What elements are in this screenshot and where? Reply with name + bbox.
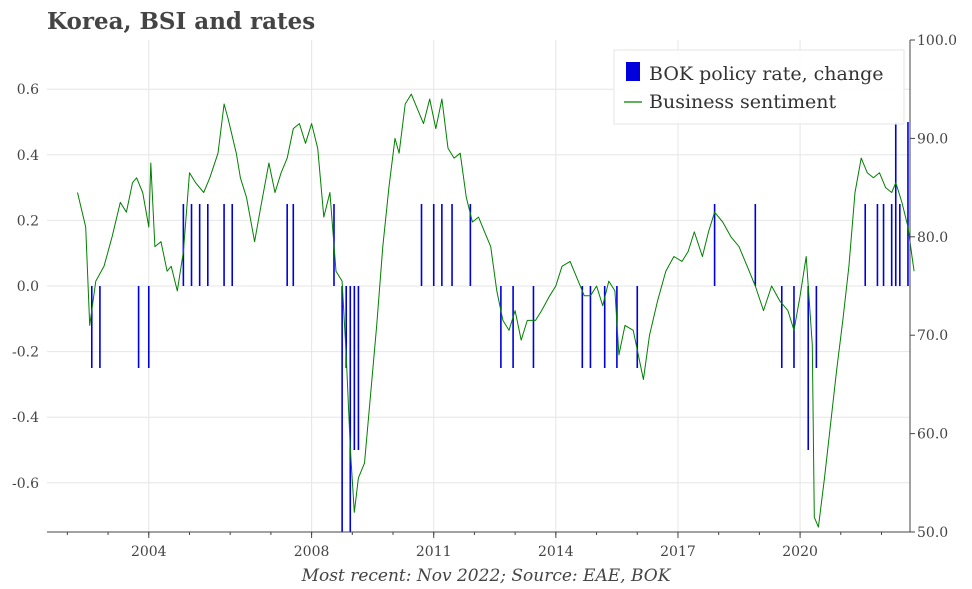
x-tick-label: 2008	[294, 544, 330, 560]
rate-change-bar	[589, 286, 592, 368]
y-left-tick-label: -0.4	[12, 410, 39, 426]
rate-change-bar	[90, 286, 93, 368]
rate-change-bar	[894, 122, 897, 286]
rate-change-bar	[793, 286, 795, 368]
y-right-tick-label: 100.0	[917, 33, 957, 49]
x-tick-label: 2014	[538, 544, 574, 560]
rate-change-bar	[754, 204, 757, 286]
legend: BOK policy rate, change Business sentime…	[613, 49, 905, 125]
y-left-tick-label: 0.6	[17, 82, 39, 98]
rate-change-bar	[469, 204, 472, 286]
rate-change-bar	[432, 204, 435, 286]
sentiment-line-group	[77, 93, 915, 528]
rate-change-bar	[345, 286, 348, 368]
rate-change-bar	[341, 286, 343, 532]
y-right-tick-label: 50.0	[917, 525, 948, 541]
rate-change-bar	[441, 204, 443, 286]
rate-change-bar	[899, 204, 901, 286]
rate-change-bar	[713, 204, 716, 286]
y-left-tick-label: -0.6	[12, 476, 39, 492]
rate-change-bar	[349, 286, 352, 532]
rate-change-bar	[286, 204, 288, 286]
x-tick-label: 2004	[131, 544, 167, 560]
legend-label-sentiment: Business sentiment	[649, 91, 836, 113]
rate-change-bar	[581, 286, 584, 368]
rate-change-bars	[90, 122, 909, 532]
rate-change-bar	[137, 286, 140, 368]
rate-change-bar	[864, 204, 867, 286]
rate-change-bar	[231, 204, 234, 286]
legend-label-rate: BOK policy rate, change	[649, 63, 884, 85]
rate-change-bar	[451, 204, 453, 286]
rate-change-bar	[190, 204, 193, 286]
rate-change-bar	[815, 286, 818, 368]
rate-change-bar	[292, 204, 295, 286]
rate-change-bar	[500, 286, 502, 368]
rate-change-bar	[780, 286, 783, 368]
rate-change-bar	[603, 286, 606, 368]
rate-change-bar	[636, 286, 639, 368]
y-right-tick-label: 80.0	[917, 230, 948, 246]
rate-change-bar	[907, 122, 909, 286]
rate-change-bar	[357, 286, 360, 450]
rate-change-bar	[420, 204, 423, 286]
y-left-tick-label: 0.2	[17, 213, 39, 229]
y-right-tick-label: 70.0	[917, 328, 948, 344]
source-note: Most recent: Nov 2022; Source: EAE, BOK	[301, 566, 671, 586]
x-tick-label: 2011	[416, 544, 452, 560]
axes: 0.6 0.4 0.2 0.0 -0.2 -0.4 -0.6 2004 2008 2011 2014…	[12, 33, 957, 560]
y-right-tick-label: 90.0	[917, 131, 948, 147]
rate-change-bar	[99, 286, 101, 368]
rate-change-bar	[353, 286, 356, 450]
legend-bar-swatch	[626, 62, 640, 81]
rate-change-bar	[512, 286, 514, 368]
y-left-tick-label: 0.4	[17, 148, 39, 164]
rate-change-bar	[206, 204, 209, 286]
rate-change-bar	[182, 204, 185, 286]
chart-title: Korea, BSI and rates	[47, 8, 316, 35]
rate-change-bar	[876, 204, 879, 286]
y-left-tick-label: 0.0	[17, 279, 39, 295]
rate-change-bar	[882, 204, 885, 286]
y-left-tick-label: -0.2	[12, 345, 39, 361]
rate-change-bar	[890, 204, 893, 286]
legend-box	[613, 49, 905, 125]
sentiment-line	[77, 93, 915, 528]
rate-change-bar	[198, 204, 201, 286]
x-tick-label: 2020	[782, 544, 818, 560]
rate-change-bar	[223, 204, 225, 286]
rate-change-bar	[807, 286, 810, 450]
rate-change-bar	[147, 286, 150, 368]
rate-change-bar	[532, 286, 535, 368]
y-right-tick-label: 60.0	[917, 427, 948, 443]
x-tick-label: 2017	[660, 544, 696, 560]
